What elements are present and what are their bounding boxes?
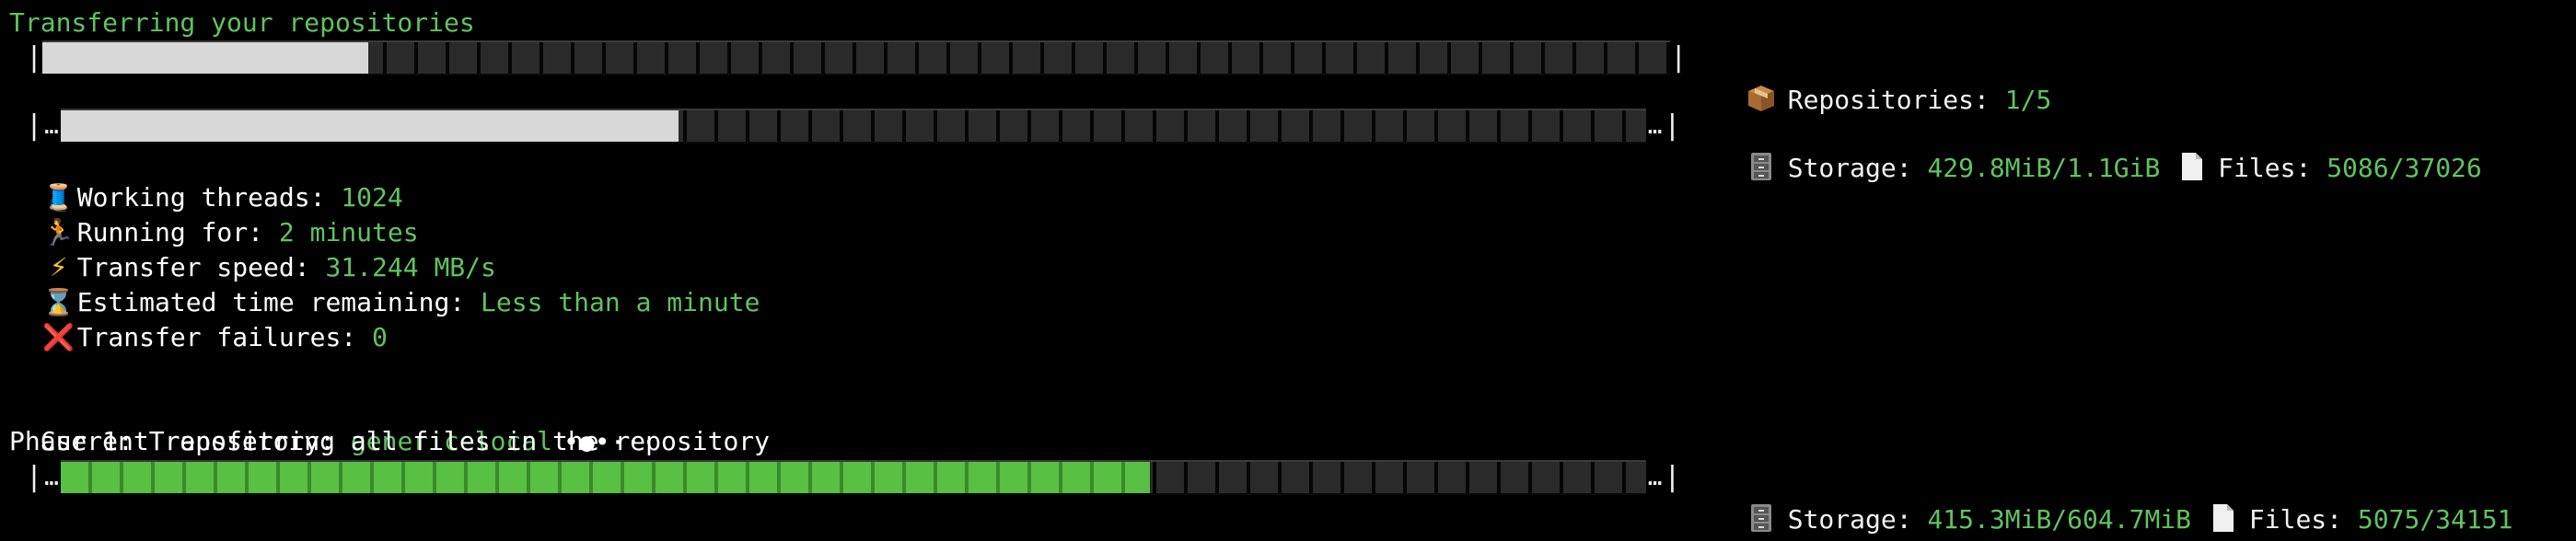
repositories-label: Repositories: [1787,85,2005,115]
transfer-title: Transferring your repositories [9,7,475,38]
current-repository-label: Current repository: [40,426,351,456]
stat-value: Less than a minute [481,287,760,317]
bar-right-edge: | [1664,109,1681,142]
bar-left-ellipsis: … [44,112,59,140]
bar-right-edge: | [1670,41,1688,74]
hourglass-icon: ⌛ [42,287,75,317]
phase-files-label: Files: [2248,504,2358,535]
overall-progress-fill [60,110,679,142]
lightning-icon: ⚡ [49,252,68,282]
bar-left-edge: | [26,41,43,74]
stat-label: Transfer speed: [76,252,326,282]
phase-storage-label: Storage: [1787,504,1928,535]
stat-label: Estimated time remaining: [76,287,482,317]
overall-storage-value: 429.8MiB/1.1GiB [1927,153,2161,183]
phase-progress-bar: | … … | [26,456,1680,499]
stat-value: 0 [372,322,388,352]
overall-progress-bar: | … … | [26,105,1680,147]
package-icon [1747,86,1774,111]
repositories-value: 1/5 [2004,85,2052,115]
repositories-progress-fill [42,42,368,74]
stat-label: Working threads: [76,182,342,213]
bar-left-edge: | [26,109,43,142]
overall-progress-track [60,109,1646,144]
file-icon [2212,504,2234,532]
stat-label: Running for: [76,217,279,247]
runner-icon: 🏃 [42,217,75,247]
repositories-progress-track [42,40,1671,75]
bar-left-edge: | [26,461,43,493]
cross-mark-icon: ❌ [42,322,75,352]
bar-right-edge: | [1664,461,1681,493]
phase-stats: Storage: 415.3MiB/604.7MiB Files: 5075/3… [1714,456,2512,535]
phase-line: Phase 1: Transferring all files in the r… [9,426,771,456]
phase-progress-fill [60,462,1150,493]
stat-label: Transfer failures: [76,322,373,352]
phase-storage-value: 415.3MiB/604.7MiB [1927,504,2192,535]
bar-right-ellipsis: … [1647,112,1663,140]
loading-spinner-icon: •●•··· [563,427,657,457]
file-cabinet-icon [1750,504,1771,532]
repositories-stats: Repositories: 1/5 [1714,37,2051,115]
overall-storage-label: Storage: [1787,153,1928,183]
repositories-progress-bar: | | [26,37,1687,79]
current-repository-value: generic-local [350,426,553,456]
stat-estimated-time: ⌛Estimated time remaining: Less than a m… [9,250,760,317]
bar-right-ellipsis: … [1647,464,1663,491]
stat-transfer-failures: ❌Transfer failures: 0 [9,285,388,352]
phase-files-value: 5075/34151 [2357,504,2513,535]
phase-progress-track [60,460,1646,495]
current-repository-line: Current repository: generic-local •●•··· [9,389,656,457]
stat-value: 2 minutes [278,217,419,247]
overall-files-value: 5086/37026 [2327,153,2482,183]
stat-value: 1024 [341,182,403,213]
stat-working-threads: 🧵Working threads: 1024 [9,145,402,213]
stat-transfer-speed: ⚡ Transfer speed: 31.244 MB/s [9,215,496,282]
spool-icon: 🧵 [42,182,75,213]
file-icon [2182,153,2203,180]
bar-left-ellipsis: … [44,464,59,491]
file-cabinet-icon [1750,153,1771,180]
stat-running-for: 🏃Running for: 2 minutes [9,180,418,247]
overall-files-label: Files: [2218,153,2327,183]
stat-value: 31.244 MB/s [325,252,496,282]
overall-stats: Storage: 429.8MiB/1.1GiB Files: 5086/370… [1714,105,2482,183]
